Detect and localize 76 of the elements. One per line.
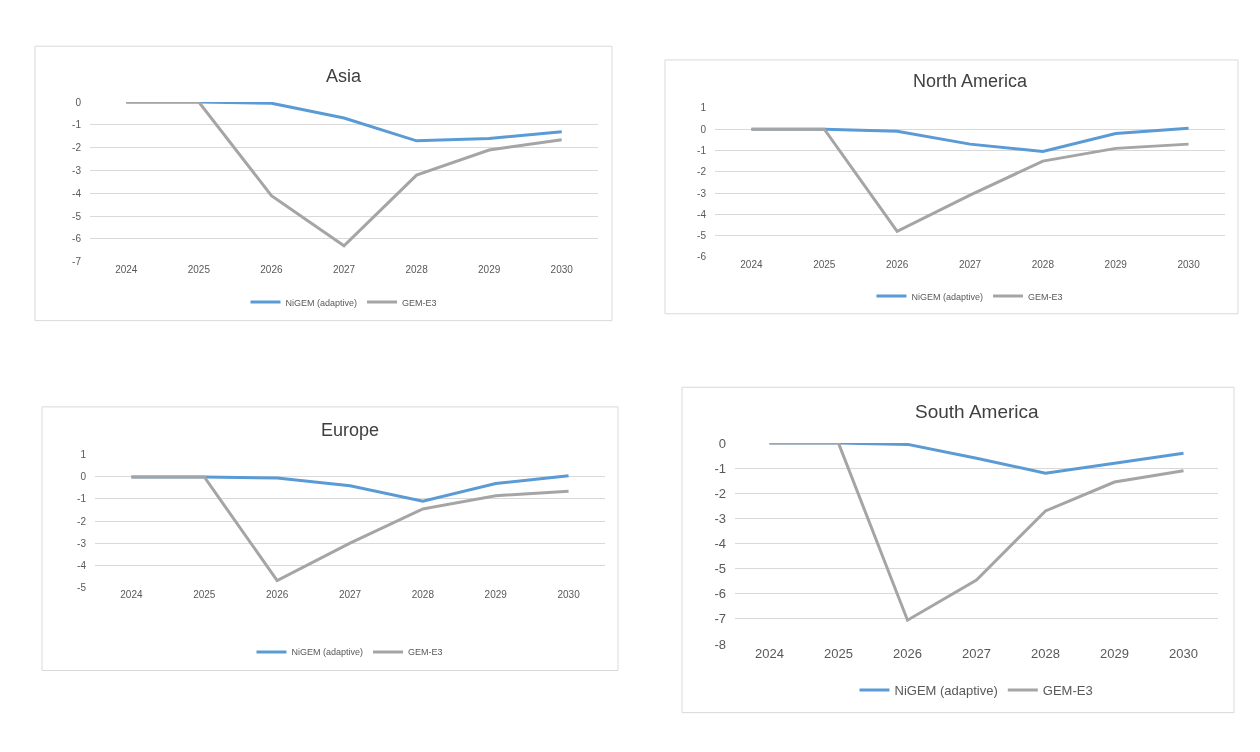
x-tick-label: 2030 (1177, 258, 1201, 270)
x-tick-label: 2028 (1031, 258, 1055, 270)
y-tick-label: 0 (700, 123, 707, 135)
y-tick-label: -6 (714, 586, 726, 602)
x-tick-label: 2027 (332, 263, 356, 275)
legend-label: GEM-E3 (1042, 683, 1093, 699)
line-series (749, 127, 1191, 233)
y-tick-label: -5 (77, 581, 87, 593)
y-tick-label: -4 (697, 208, 707, 220)
y-tick-label: -4 (72, 187, 82, 199)
y-tick-label: 0 (80, 471, 87, 483)
legend-label: GEM-E3 (408, 647, 443, 658)
x-tick-label: 2028 (411, 589, 435, 601)
y-tick-label: -3 (77, 537, 87, 549)
y-tick-label: -3 (697, 187, 707, 199)
y-tick-label: -4 (714, 536, 726, 552)
y-tick-label: -2 (714, 485, 726, 501)
x-tick-label: 2028 (405, 263, 429, 275)
x-tick-label: 2026 (266, 589, 289, 601)
line-series (768, 443, 1185, 622)
x-tick-label: 2026 (886, 258, 909, 270)
x-tick-label: 2029 (1104, 258, 1128, 270)
x-tick-label: 2028 (1031, 646, 1060, 662)
x-tick-label: 2024 (115, 263, 138, 275)
x-tick-label: 2030 (557, 589, 581, 601)
y-tick-label: -5 (714, 561, 726, 577)
y-tick-label: -3 (72, 165, 82, 177)
x-tick-label: 2025 (193, 589, 216, 601)
y-tick-label: -2 (72, 142, 82, 154)
y-tick-label: -7 (714, 611, 726, 627)
x-tick-label: 2029 (478, 263, 501, 275)
chart-title: North America (913, 71, 1029, 91)
x-tick-label: 2024 (755, 646, 784, 662)
y-tick-label: -5 (697, 230, 707, 242)
y-tick-label: -6 (72, 233, 82, 245)
y-tick-label: -2 (77, 515, 87, 527)
y-tick-label: -8 (714, 636, 726, 652)
chart-title: South America (915, 401, 1039, 422)
y-tick-label: -1 (72, 119, 82, 131)
legend-label: GEM-E3 (1028, 291, 1063, 302)
legend-label: NiGEM (adaptive) (911, 291, 984, 302)
x-tick-label: 2026 (893, 646, 922, 662)
x-tick-label: 2024 (120, 589, 143, 601)
y-tick-label: 1 (700, 102, 707, 114)
x-tick-label: 2030 (1169, 646, 1198, 662)
y-tick-label: -5 (72, 210, 82, 222)
line-series (124, 102, 564, 248)
x-tick-label: 2024 (740, 258, 763, 270)
line-series (129, 475, 571, 583)
x-tick-label: 2025 (813, 258, 836, 270)
chart-title: Asia (326, 66, 362, 86)
y-tick-label: -4 (77, 559, 87, 571)
y-tick-label: -1 (714, 460, 726, 476)
x-tick-label: 2029 (1100, 646, 1129, 662)
x-tick-label: 2027 (338, 589, 362, 601)
x-tick-label: 2025 (187, 263, 211, 275)
y-tick-label: -1 (697, 145, 707, 157)
x-tick-label: 2027 (958, 258, 982, 270)
x-tick-label: 2030 (550, 263, 574, 275)
legend-label: NiGEM (adaptive) (894, 683, 998, 699)
y-tick-label: 0 (75, 96, 82, 108)
x-tick-label: 2026 (260, 263, 283, 275)
legend-label: NiGEM (adaptive) (291, 647, 364, 658)
y-tick-label: -2 (697, 166, 707, 178)
y-tick-label: -6 (697, 251, 707, 263)
y-tick-label: -3 (714, 511, 726, 527)
x-tick-label: 2027 (962, 646, 991, 662)
y-tick-label: 1 (80, 449, 87, 461)
legend-label: NiGEM (adaptive) (285, 297, 358, 308)
y-tick-label: 0 (718, 435, 726, 451)
chart-title: Europe (321, 420, 380, 440)
x-tick-label: 2029 (484, 589, 508, 601)
y-tick-label: -1 (77, 493, 87, 505)
legend-label: GEM-E3 (402, 297, 437, 308)
x-tick-label: 2025 (824, 646, 853, 662)
y-tick-label: -7 (72, 256, 82, 268)
